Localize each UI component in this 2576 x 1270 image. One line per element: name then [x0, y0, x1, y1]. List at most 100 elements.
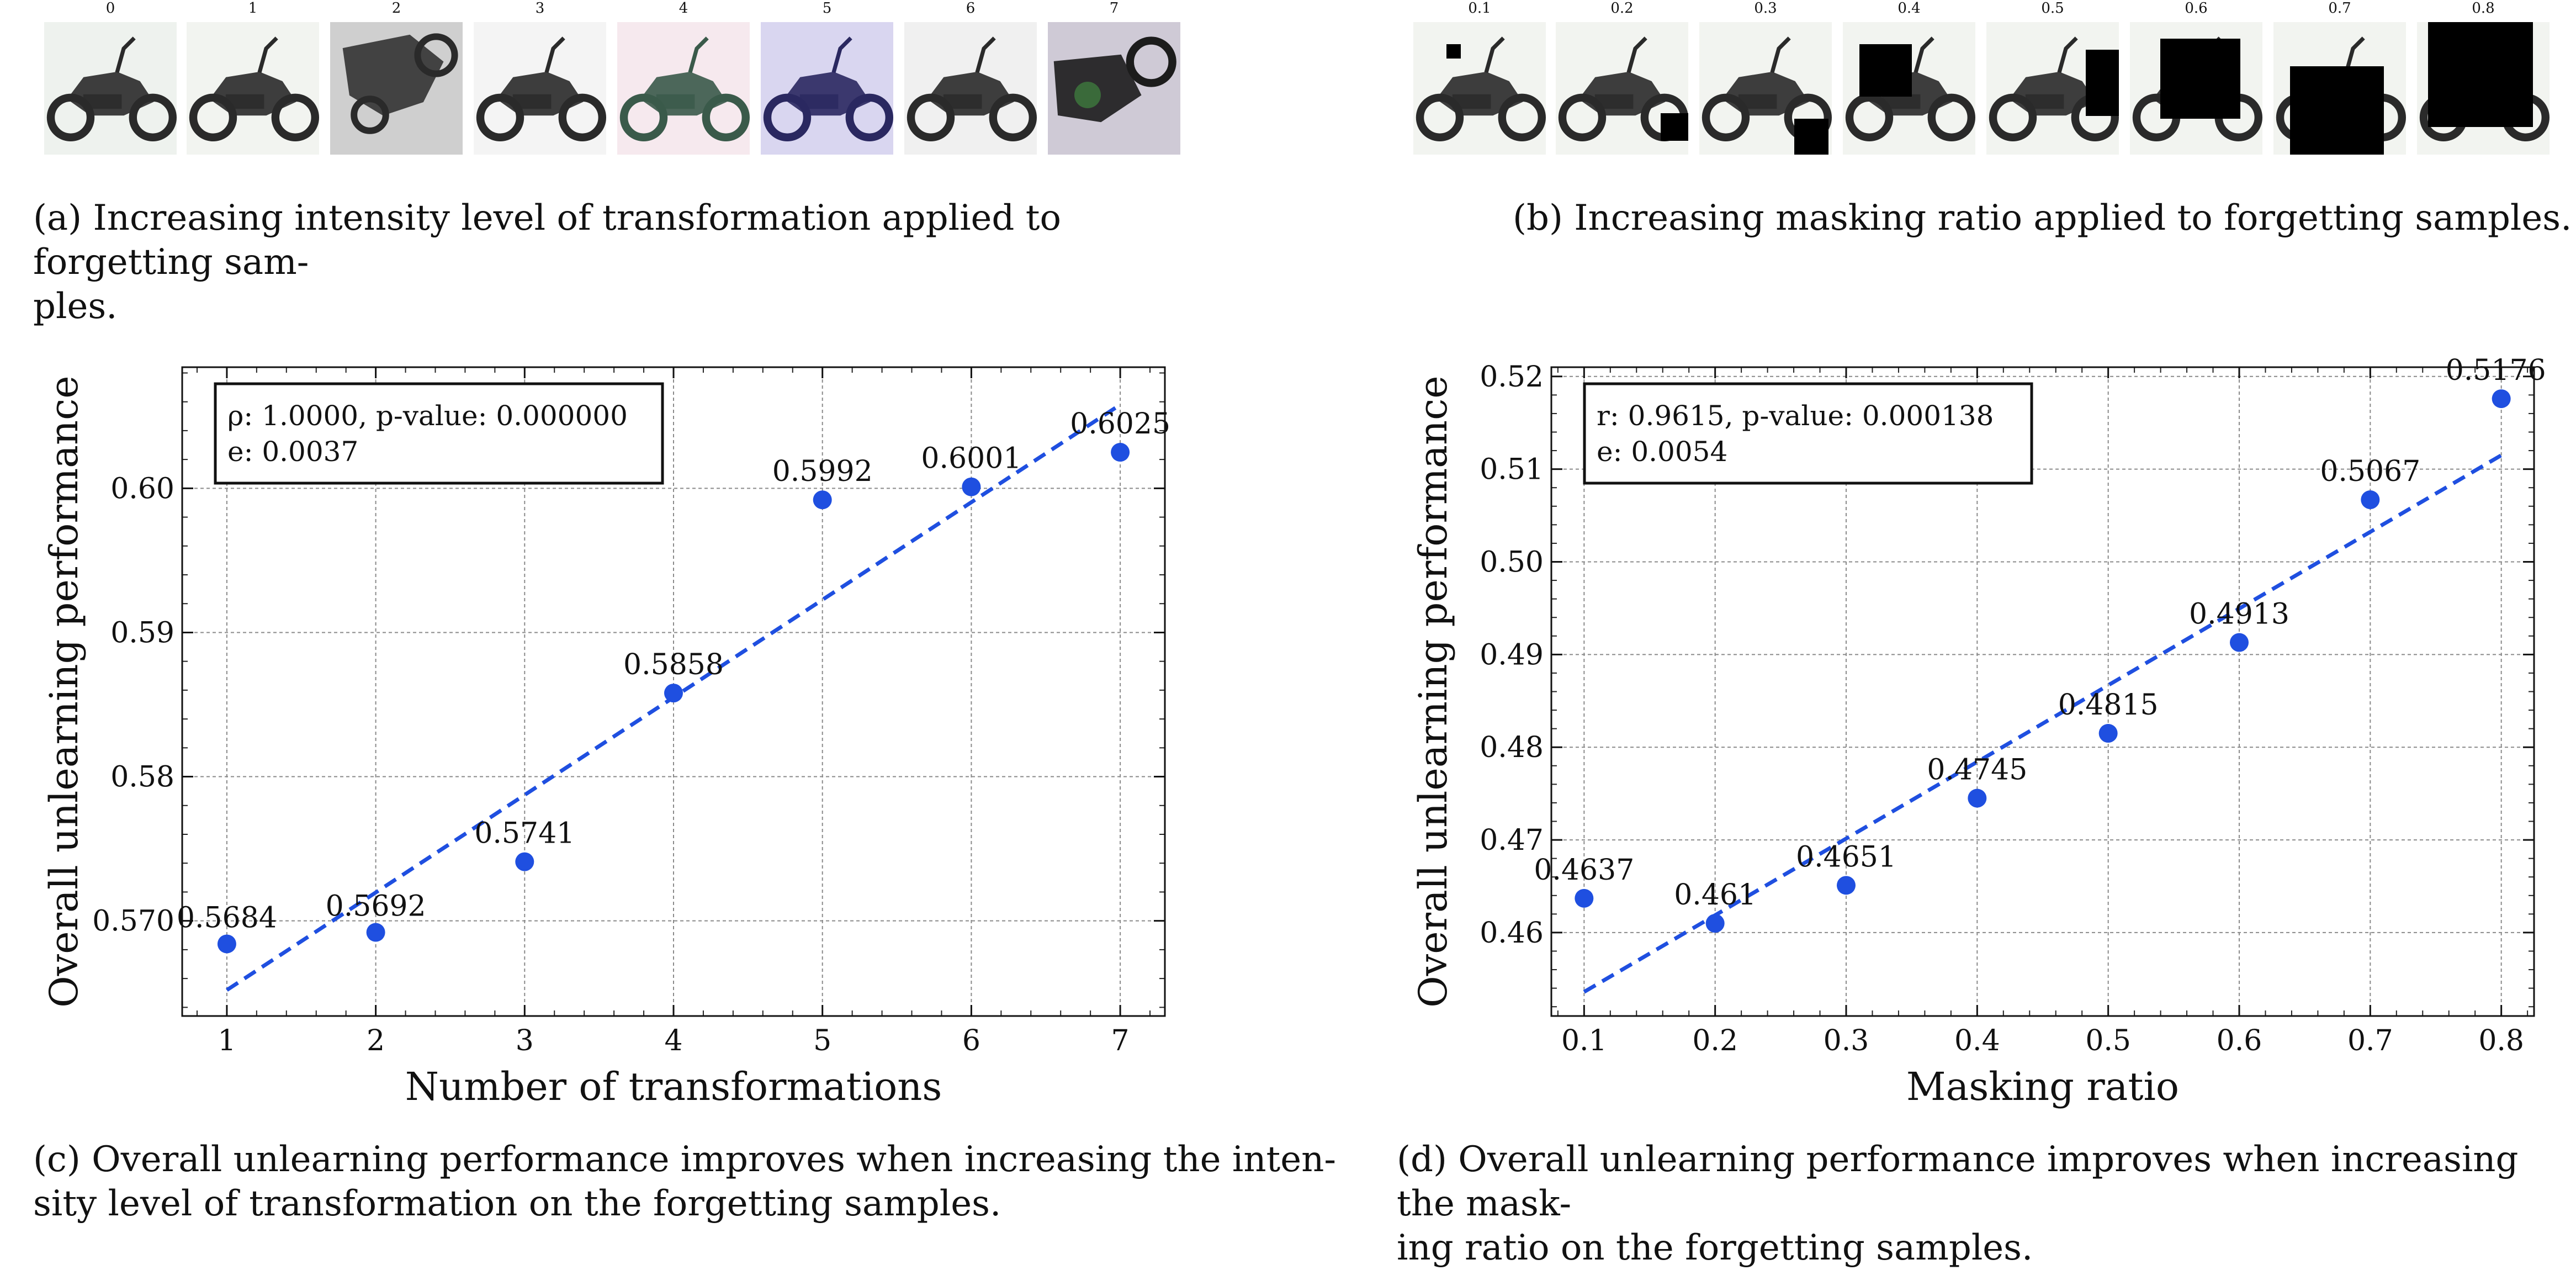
transform-thumbnail: 3: [474, 0, 606, 160]
stats-line-1: r: 0.9615, p-value: 0.000138: [1597, 400, 1994, 432]
masked-thumbnail: 0.7: [2273, 0, 2406, 160]
data-label: 0.4815: [2058, 689, 2159, 722]
motorcycle-image: [1413, 22, 1546, 155]
thumbnail-label: 3: [535, 0, 545, 17]
thumbnail-label: 0.3: [1754, 0, 1777, 17]
motorcycle-image: [474, 22, 606, 155]
thumbnail-label: 0.1: [1468, 0, 1491, 17]
data-point: [1837, 876, 1856, 895]
motorcycle-image: [761, 22, 893, 155]
thumbnail-label: 0.8: [2472, 0, 2495, 17]
data-label: 0.5741: [474, 817, 575, 850]
thumbnail-label: 5: [822, 0, 832, 17]
x-tick-label: 6: [962, 1024, 980, 1057]
data-label: 0.4913: [2189, 598, 2289, 631]
masked-thumbnail: 0.4: [1843, 0, 1975, 160]
y-tick-label: 0.48: [1480, 731, 1544, 764]
data-point: [366, 923, 385, 942]
y-axis-label: Overall unlearning performance: [41, 375, 87, 1007]
thumbnail-label: 7: [1109, 0, 1119, 17]
transform-thumbnail: 2: [330, 0, 463, 160]
stats-annotation-box: [1583, 382, 2033, 485]
mask-patch: [1794, 119, 1828, 155]
motorcycle-image: [2417, 22, 2550, 155]
y-tick-label: 0.60: [110, 472, 174, 505]
x-tick-label: 0.8: [2478, 1024, 2524, 1057]
x-tick-label: 0.3: [1824, 1024, 1869, 1057]
stats-line-2: e: 0.0054: [1597, 436, 1727, 468]
regression-line: [1583, 453, 2503, 994]
data-point: [813, 490, 832, 510]
data-point: [515, 852, 534, 871]
thumbnail-label: 4: [679, 0, 688, 17]
motorcycle-image: [44, 22, 177, 155]
stats-annotation-box: [214, 382, 664, 485]
thumbnail-label: 0.2: [1610, 0, 1634, 17]
mask-patch: [2160, 39, 2240, 119]
motorcycle-image: [2273, 22, 2406, 155]
masked-thumbnail: 0.1: [1413, 0, 1546, 160]
x-tick-label: 5: [813, 1024, 831, 1057]
motorcycle-image: [1843, 22, 1975, 155]
motorcycle-image: [330, 22, 463, 155]
data-label: 0.5176: [2446, 354, 2546, 387]
data-point: [217, 934, 236, 954]
panel-a: 0 1 2 3 4 5 6 7 (a) Increasing intensity level …: [33, 0, 1204, 327]
data-label: 0.6025: [1070, 408, 1170, 441]
thumbnail-label: 0.5: [2041, 0, 2064, 17]
caption-c-line1: (c) Overall unlearning performance impro…: [33, 1139, 1336, 1180]
mask-patch: [1859, 44, 1912, 97]
transform-thumbnail: 7: [1048, 0, 1180, 160]
motorcycle-image: [2130, 22, 2262, 155]
data-point: [2361, 490, 2380, 510]
data-label: 0.5992: [772, 455, 873, 488]
transform-thumbnail: 6: [904, 0, 1037, 160]
caption-b: (b) Increasing masking ratio applied to …: [1513, 196, 2572, 240]
data-point: [2492, 389, 2511, 409]
motorcycle-image: [904, 22, 1037, 155]
y-tick-label: 0.46: [1480, 917, 1544, 950]
data-point: [962, 477, 981, 496]
data-label: 0.5858: [623, 648, 724, 681]
transform-thumbnail: 0: [44, 0, 177, 160]
data-point: [1705, 914, 1725, 933]
x-tick-label: 3: [516, 1024, 534, 1057]
data-point: [1968, 789, 1987, 808]
motorcycle-image: [1556, 22, 1688, 155]
mask-patch: [1446, 44, 1461, 59]
motorcycle-image: [1048, 22, 1180, 155]
thumbnail-row-b: 0.1 0.2 0.3 0.4 0.5 0.6 0.7 0.8: [1413, 0, 2573, 182]
x-tick-label: 0.1: [1561, 1024, 1607, 1057]
y-tick-label: 0.51: [1480, 453, 1544, 486]
panel-b: 0.1 0.2 0.3 0.4 0.5 0.6 0.7 0.8 (b) Increasing …: [1413, 0, 2573, 287]
mask-patch: [2086, 50, 2119, 116]
motorcycle-image: [617, 22, 750, 155]
thumbnail-label: 0: [105, 0, 115, 17]
thumbnail-label: 0.4: [1897, 0, 1921, 17]
caption-d: (d) Overall unlearning performance impro…: [1397, 1137, 2576, 1270]
masked-thumbnail: 0.3: [1699, 0, 1832, 160]
data-point: [2098, 724, 2118, 743]
x-tick-label: 7: [1111, 1024, 1130, 1057]
transform-thumbnail: 5: [761, 0, 893, 160]
data-label: 0.5067: [2320, 455, 2420, 488]
data-label: 0.4637: [1534, 854, 1634, 887]
motorcycle-image: [1699, 22, 1832, 155]
x-tick-label: 4: [664, 1024, 682, 1057]
caption-a-line1: (a) Increasing intensity level of transf…: [33, 198, 1061, 283]
thumbnail-label: 6: [966, 0, 976, 17]
caption-c: (c) Overall unlearning performance impro…: [33, 1137, 1336, 1226]
caption-b-line1: (b) Increasing masking ratio applied to …: [1513, 198, 2572, 239]
transform-thumbnail: 1: [187, 0, 319, 160]
y-tick-label: 0.47: [1480, 824, 1544, 857]
chart-transformations: 1 2 3 4 5 6 7 0.570 0.58 0.59 0.60 Number of transf…: [41, 366, 1170, 1109]
stats-line-1: ρ: 1.0000, p-value: 0.000000: [227, 400, 628, 432]
caption-a: (a) Increasing intensity level of transf…: [33, 196, 1204, 329]
caption-d-line1: (d) Overall unlearning performance impro…: [1397, 1139, 2519, 1224]
x-tick-label: 0.2: [1692, 1024, 1738, 1057]
thumbnail-label: 2: [391, 0, 401, 17]
stats-line-2: e: 0.0037: [227, 436, 358, 468]
transform-thumbnail: 4: [617, 0, 750, 160]
x-tick-label: 2: [367, 1024, 385, 1057]
caption-d-line2: ing ratio on the forgetting samples.: [1397, 1227, 2033, 1268]
